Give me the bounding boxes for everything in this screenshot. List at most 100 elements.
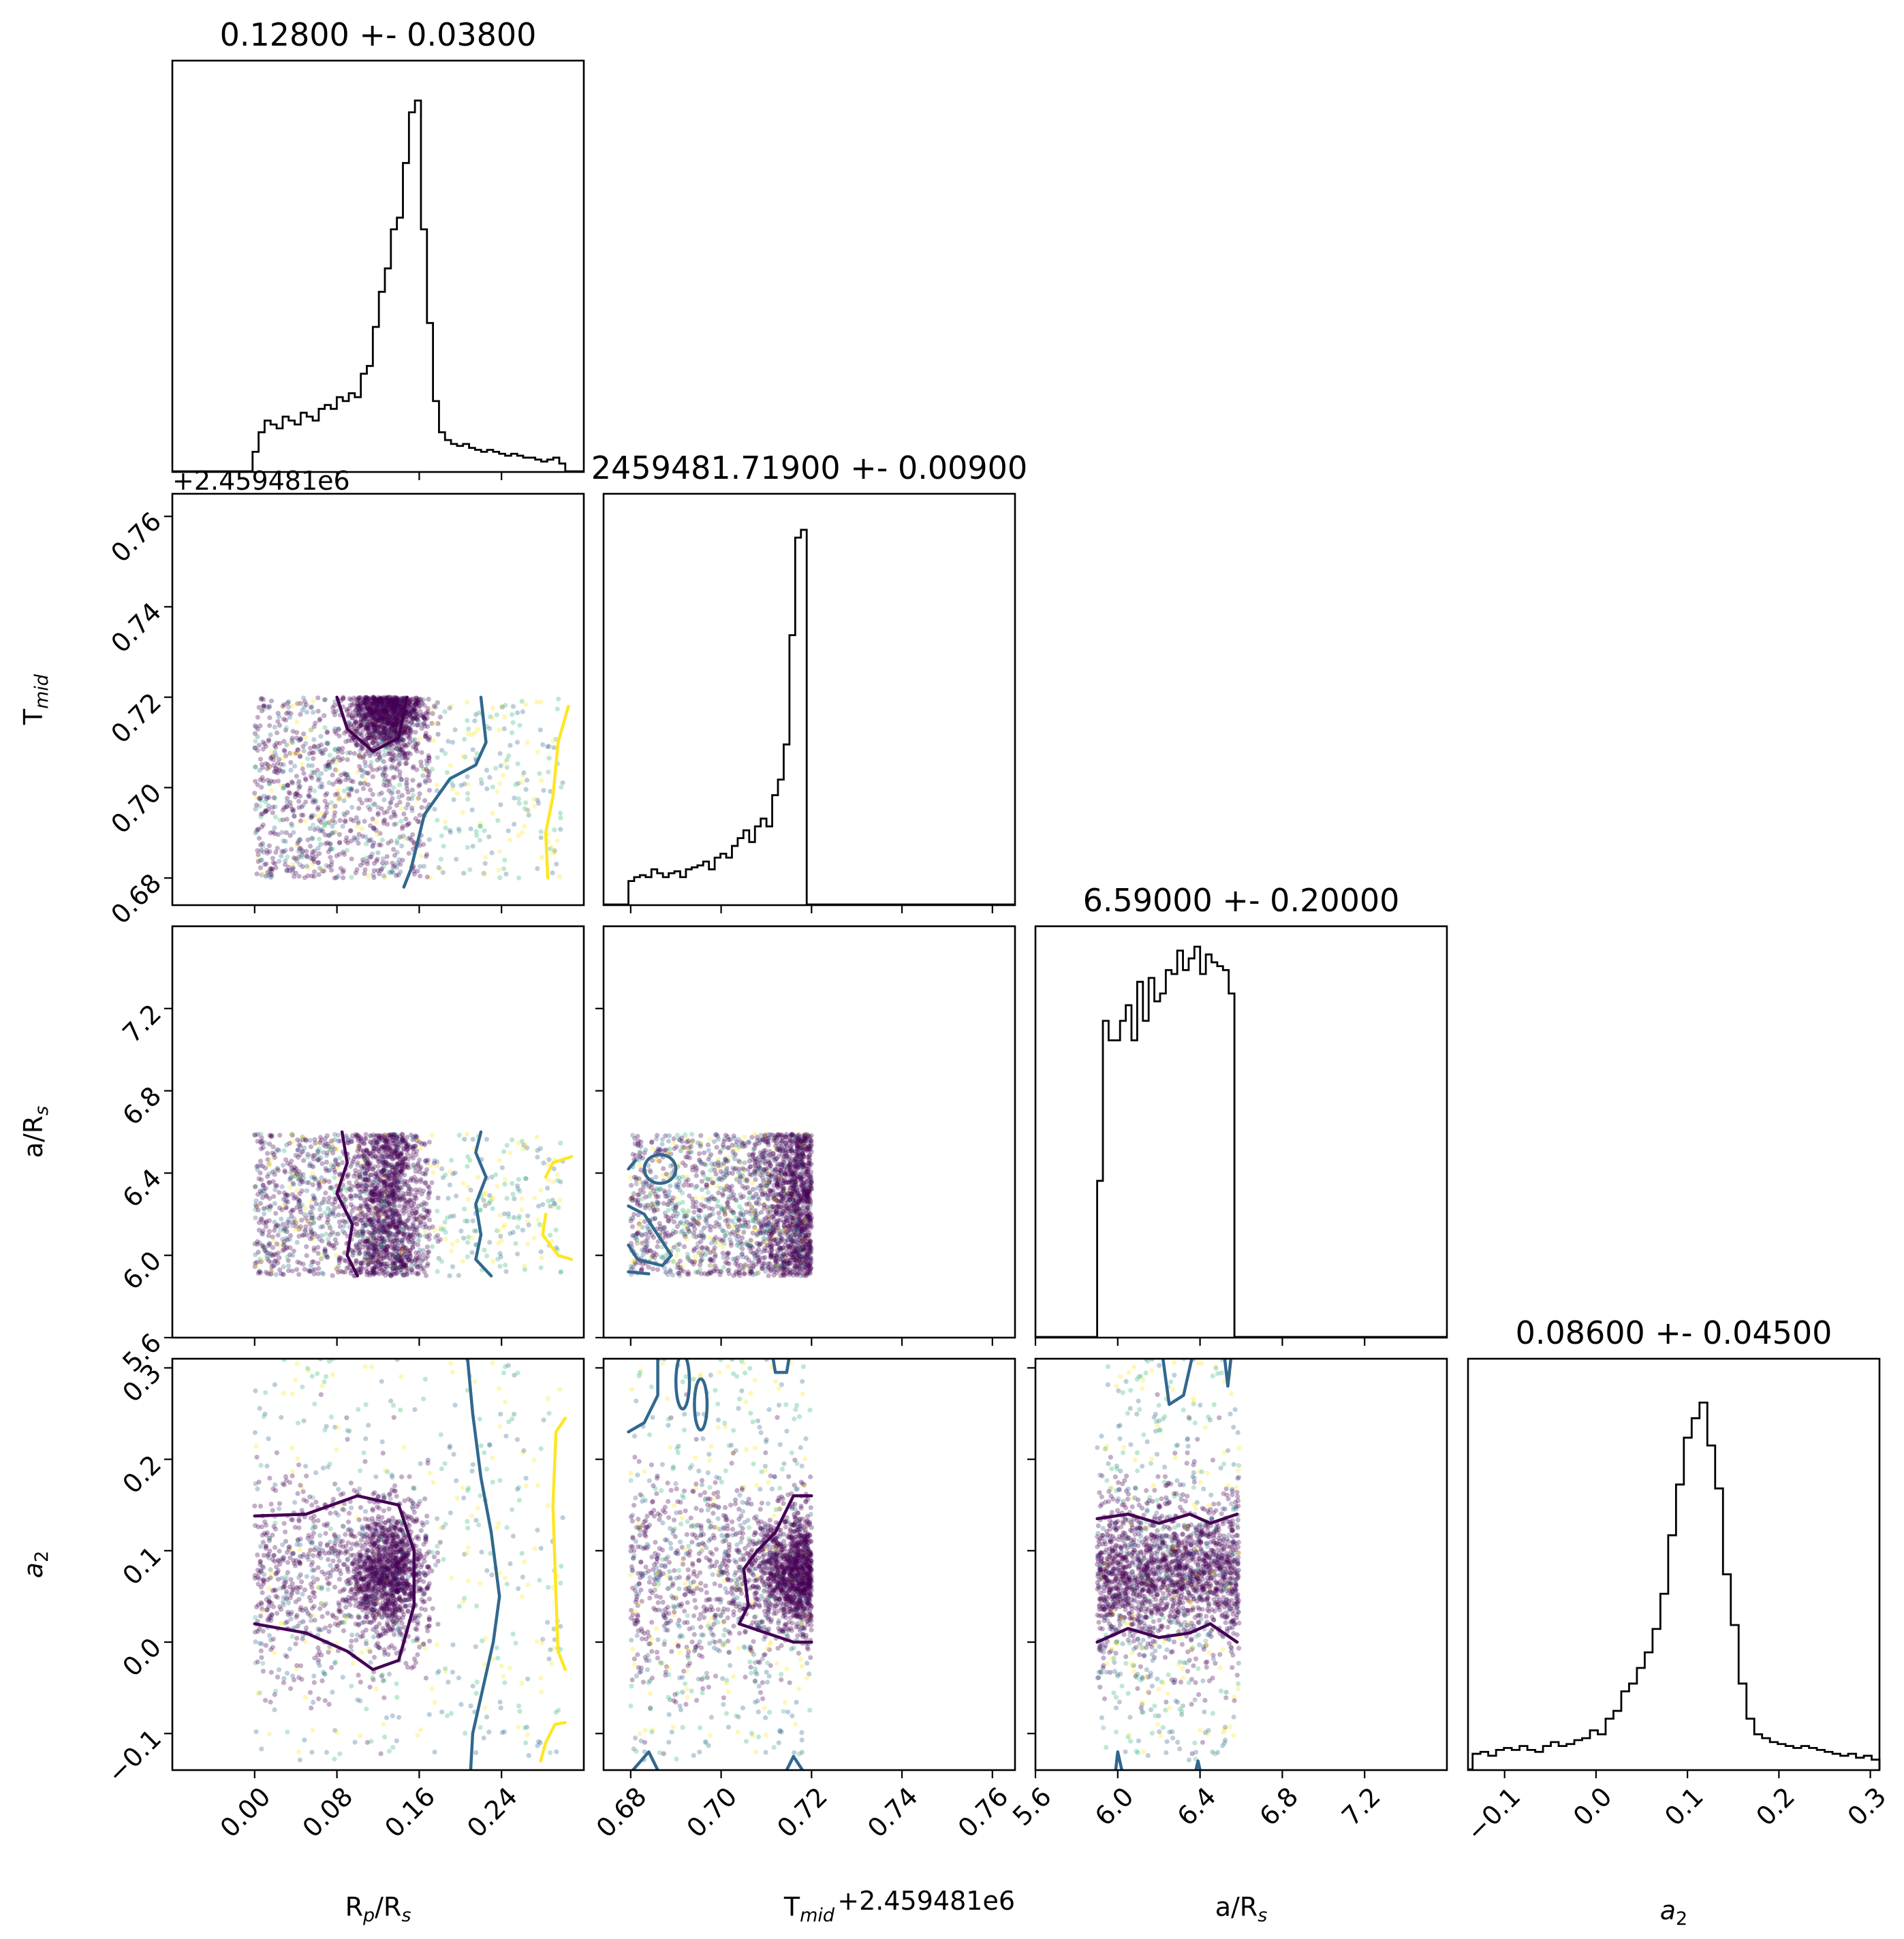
xtick-label: 0.16 — [379, 1782, 441, 1844]
xtick-label: 0.1 — [1659, 1782, 1709, 1832]
contour-4 — [539, 1720, 567, 1763]
axes-frame — [602, 492, 1016, 907]
xtick-label: 6.0 — [1089, 1782, 1140, 1832]
xlabel-rprs: Rp/Rs — [345, 1892, 411, 1926]
ylabel-tmid: Tmid — [18, 674, 52, 725]
scatter-rprs-ars — [252, 1130, 574, 1278]
contour-1 — [335, 1130, 360, 1278]
ytick-label: 6.4 — [116, 1163, 167, 1214]
axes-frame — [171, 59, 585, 473]
ytick-label: 0.2 — [116, 1449, 167, 1500]
title-ars: 6.59000 +- 0.20000 — [1083, 882, 1400, 919]
panel-ars-ars: 6.59000 +- 0.20000 — [1034, 882, 1448, 1346]
panel-rprs-tmid: 0.68 0.70 0.72 0.74 0.76 — [105, 492, 585, 930]
xtick-label: 6.4 — [1172, 1782, 1222, 1832]
contour-3 — [674, 1359, 691, 1410]
ytick-label: 0.70 — [105, 778, 167, 840]
contour-6 — [1194, 1759, 1202, 1770]
xtick-label: 0.2 — [1750, 1782, 1800, 1832]
title-rprs: 0.12800 +- 0.03800 — [220, 16, 537, 53]
panel-tmid-ars — [595, 925, 1016, 1346]
contour-7 — [785, 1754, 805, 1770]
panel-ars-a2: 5.6 6.0 6.4 6.8 7.2 — [1007, 1357, 1448, 1832]
contour-4 — [693, 1377, 709, 1432]
ytick-label: 0.1 — [116, 1541, 167, 1591]
contour-2 — [627, 1204, 673, 1267]
contour-2 — [474, 1130, 493, 1278]
xtick-label: 0.70 — [681, 1782, 743, 1844]
histogram-ars — [1035, 945, 1447, 1338]
xtick-label: 0.3 — [1842, 1782, 1892, 1832]
contour-3 — [544, 704, 570, 880]
xtick-label: 7.2 — [1336, 1782, 1386, 1832]
scatter-rprs-a2 — [252, 1359, 567, 1770]
ytick-label: 7.2 — [116, 998, 167, 1049]
contour-1 — [335, 695, 409, 753]
ytick-label: 0.68 — [105, 868, 167, 930]
xtick-label: 5.6 — [1007, 1782, 1057, 1832]
xtick-label: 0.76 — [952, 1782, 1014, 1844]
ytick-label: 0.3 — [116, 1358, 167, 1408]
ytick-label: 6.0 — [116, 1245, 167, 1295]
xtick-label: −0.1 — [1461, 1782, 1526, 1847]
contour-1 — [1095, 1512, 1239, 1525]
scatter-ars-a2 — [1095, 1359, 1242, 1770]
histogram-a2 — [1468, 1401, 1881, 1771]
scatter-tmid-ars — [627, 1131, 814, 1278]
xtick-label: 0.00 — [215, 1782, 277, 1844]
panel-rprs-rprs: 0.12800 +- 0.03800 — [171, 16, 585, 480]
contour-5 — [1114, 1750, 1124, 1770]
xtick-label: 0.72 — [771, 1782, 833, 1844]
xlabel-a2: a2 — [1660, 1895, 1687, 1929]
ylabel-a2: a2 — [18, 1551, 52, 1578]
contour-2 — [1095, 1622, 1239, 1644]
title-a2: 0.08600 +- 0.04500 — [1516, 1314, 1832, 1351]
axes-frame — [1034, 1357, 1448, 1771]
contour-1 — [737, 1494, 813, 1644]
contour-2 — [402, 695, 488, 889]
contour-3 — [551, 1416, 567, 1671]
contour-2 — [627, 1359, 659, 1434]
xlabel-ars: a/Rs — [1215, 1892, 1268, 1926]
contour-4 — [627, 1270, 651, 1276]
xtick-label: 0.24 — [461, 1782, 523, 1844]
xtick-label: 6.8 — [1253, 1782, 1304, 1832]
xtick-label: 0.68 — [591, 1782, 653, 1844]
axes-frame — [602, 1357, 1016, 1771]
offset-text-y: +2.459481e6 — [172, 466, 350, 496]
ytick-label: 0.0 — [116, 1632, 167, 1682]
panel-a2-a2: 0.08600 +- 0.04500 −0.1 0.0 0.1 0.2 0.3 — [1461, 1314, 1892, 1847]
panel-tmid-tmid: 2459481.71900 +- 0.00900 — [591, 450, 1027, 913]
contour-3 — [544, 1154, 574, 1179]
axes-frame — [602, 925, 1016, 1339]
xtick-label: 0.74 — [862, 1782, 924, 1844]
contour-2 — [466, 1359, 501, 1770]
ytick-label: 0.74 — [105, 597, 167, 659]
contour-3 — [1161, 1359, 1193, 1406]
xtick-label: 0.08 — [296, 1782, 358, 1844]
histogram-tmid — [604, 529, 1015, 906]
contour-3 — [627, 1159, 637, 1171]
contour-4 — [1223, 1359, 1233, 1388]
ytick-label: 6.8 — [116, 1081, 167, 1131]
axes-frame — [1467, 1357, 1881, 1771]
xtick-label: 0.0 — [1567, 1782, 1618, 1832]
contour-1 — [253, 1494, 416, 1671]
ytick-label: −0.1 — [102, 1723, 167, 1788]
axes-frame — [171, 492, 585, 907]
panel-rprs-ars: 5.66.06.46.87.2 — [116, 925, 585, 1378]
contour-1 — [642, 1153, 678, 1185]
contour-6 — [631, 1750, 659, 1770]
ytick-label: 0.76 — [105, 506, 167, 568]
axes-frame — [1034, 925, 1448, 1339]
axes-frame — [171, 925, 585, 1339]
contour-4 — [541, 1212, 574, 1261]
axes-frame — [171, 1357, 585, 1771]
contour-5 — [771, 1359, 791, 1374]
title-tmid: 2459481.71900 +- 0.00900 — [591, 450, 1027, 486]
scatter-rprs-tmid — [252, 695, 570, 889]
xlabel-tmid: Tmid — [783, 1892, 835, 1926]
panel-rprs-a2: 0.00 0.08 0.16 0.24 −0.1 0.0 0.1 0.2 0.3 — [102, 1357, 585, 1844]
scatter-tmid-a2 — [627, 1359, 814, 1770]
